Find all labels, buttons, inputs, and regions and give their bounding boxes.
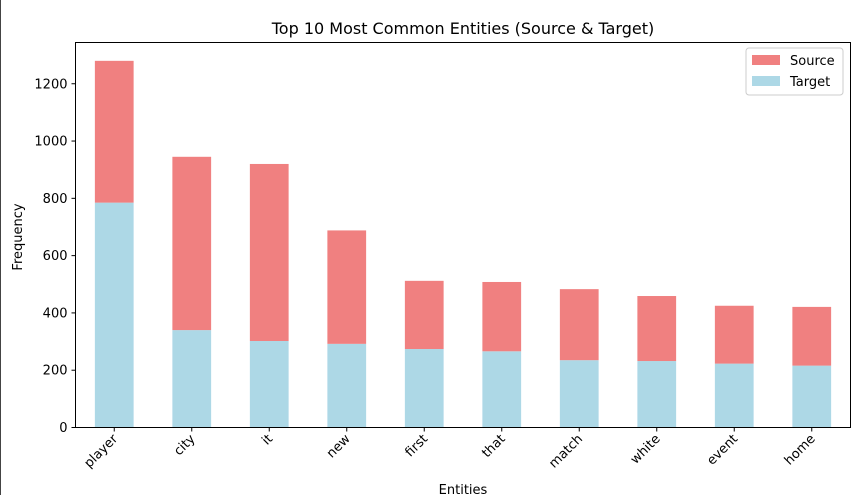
- x-tick-label-first: first: [403, 432, 432, 461]
- x-tick-label-match: match: [546, 432, 586, 472]
- legend-swatch-target: [752, 76, 780, 86]
- bar-target-it: [249, 340, 289, 428]
- legend-swatch-source: [752, 55, 780, 65]
- x-tick-label-city: city: [171, 432, 198, 459]
- bar-source-player: [94, 60, 134, 203]
- x-tick-label-white: white: [628, 432, 664, 468]
- y-tick-label: 800: [43, 192, 68, 207]
- bar-source-match: [559, 289, 599, 361]
- x-tick-label-player: player: [82, 431, 122, 471]
- x-tick-label-new: new: [324, 431, 354, 461]
- bar-source-new: [327, 230, 367, 344]
- legend: Source Target: [745, 47, 844, 96]
- bar-source-that: [482, 281, 522, 352]
- y-tick-label: 0: [59, 421, 67, 436]
- plot-frame: [75, 42, 851, 428]
- bar-target-match: [559, 360, 599, 428]
- bar-source-white: [637, 296, 677, 362]
- chart-title: Top 10 Most Common Entities (Source & Ta…: [271, 19, 655, 38]
- bar-target-new: [327, 343, 367, 428]
- bar-target-event: [714, 363, 754, 428]
- y-tick-label: 600: [43, 249, 68, 264]
- y-tick-label: 200: [43, 364, 68, 379]
- legend-label-source: Source: [790, 54, 835, 69]
- bar-source-city: [172, 156, 212, 331]
- bar-source-first: [404, 280, 444, 350]
- bar-source-home: [792, 306, 832, 366]
- y-tick-label: 1000: [34, 135, 67, 150]
- x-tick-label-home: home: [782, 432, 819, 469]
- y-axis: 0 200 400 600 800 1000 1200: [34, 77, 76, 436]
- x-axis: player city it new first that match white event h…: [82, 427, 819, 472]
- bar-source-event: [714, 305, 754, 364]
- y-axis-label: Frequency: [11, 203, 26, 270]
- bar-target-first: [404, 349, 444, 428]
- x-tick-label-that: that: [479, 432, 508, 461]
- y-tick-label: 1200: [34, 77, 67, 92]
- bar-target-home: [792, 365, 832, 428]
- y-tick-label: 400: [43, 306, 68, 321]
- x-tick-label-it: it: [259, 432, 276, 449]
- bar-target-white: [637, 361, 677, 428]
- window-edge: [0, 0, 1, 495]
- bar-target-city: [172, 330, 212, 428]
- bar-target-player: [94, 202, 134, 428]
- bar-target-that: [482, 351, 522, 428]
- bar-source-it: [249, 163, 289, 341]
- bars-group: [94, 60, 832, 428]
- x-axis-label: Entities: [439, 483, 488, 495]
- legend-label-target: Target: [789, 75, 830, 90]
- x-tick-label-event: event: [704, 432, 741, 469]
